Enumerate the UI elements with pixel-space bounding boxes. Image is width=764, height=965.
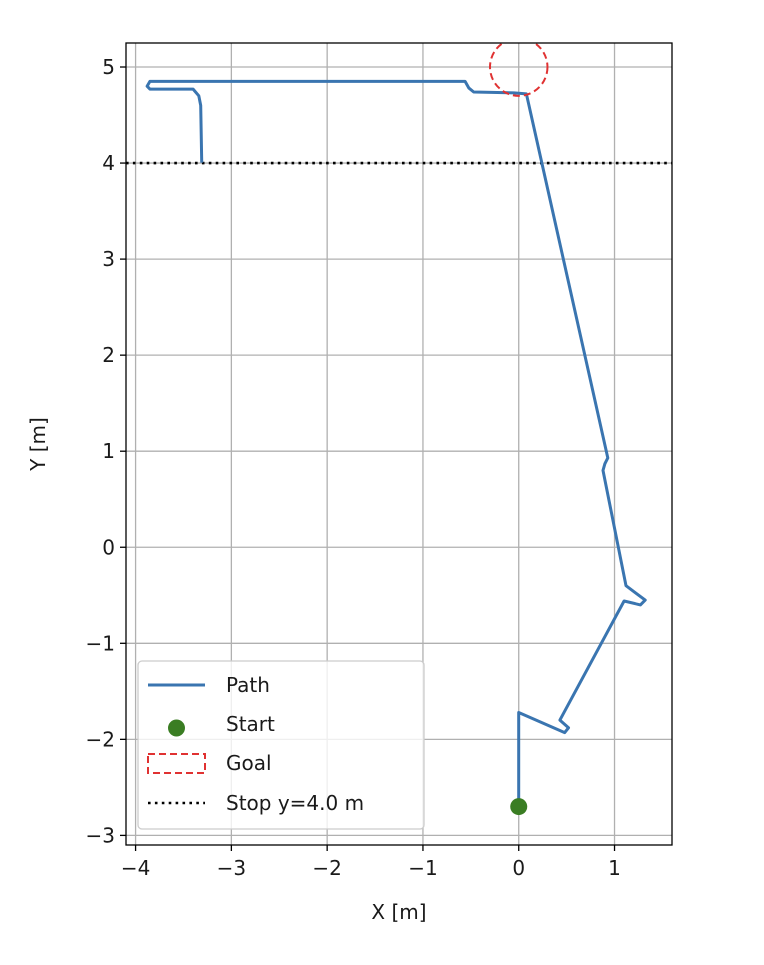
x-tick-label: 1 [608,856,621,880]
y-axis-label: Y [m] [26,417,50,472]
y-tick-label: 2 [102,343,115,367]
start-marker [510,798,528,816]
y-tick-label: 0 [102,535,115,559]
x-tick-label: −3 [217,856,246,880]
plot-series-group [126,43,672,809]
y-tick-label: 5 [102,55,115,79]
y-tick-label: −1 [86,631,115,655]
legend-label: Path [226,673,270,697]
path-line [145,79,647,809]
legend-box [137,660,425,830]
y-tick-label: −3 [86,823,115,847]
legend-label: Goal [226,751,272,775]
y-tick-label: 4 [102,151,115,175]
legend-label: Start [226,712,275,736]
y-tick-label: −2 [86,727,115,751]
x-tick-label: −1 [408,856,437,880]
y-tick-label: 1 [102,439,115,463]
x-axis-label: X [m] [371,900,426,924]
legend: Path Start Goal Stop y=4.0 m [137,660,425,830]
x-tick-label: 0 [512,856,525,880]
plot-frame [125,42,673,846]
x-tick-label: −2 [312,856,341,880]
plot-data [126,43,672,816]
x-tick-label: −4 [121,856,150,880]
y-tick-label: 3 [102,247,115,271]
legend-goal-swatch [147,753,206,774]
legend-label: Stop y=4.0 m [226,791,364,815]
goal-circle [489,43,549,97]
legend-start-swatch [168,719,185,737]
